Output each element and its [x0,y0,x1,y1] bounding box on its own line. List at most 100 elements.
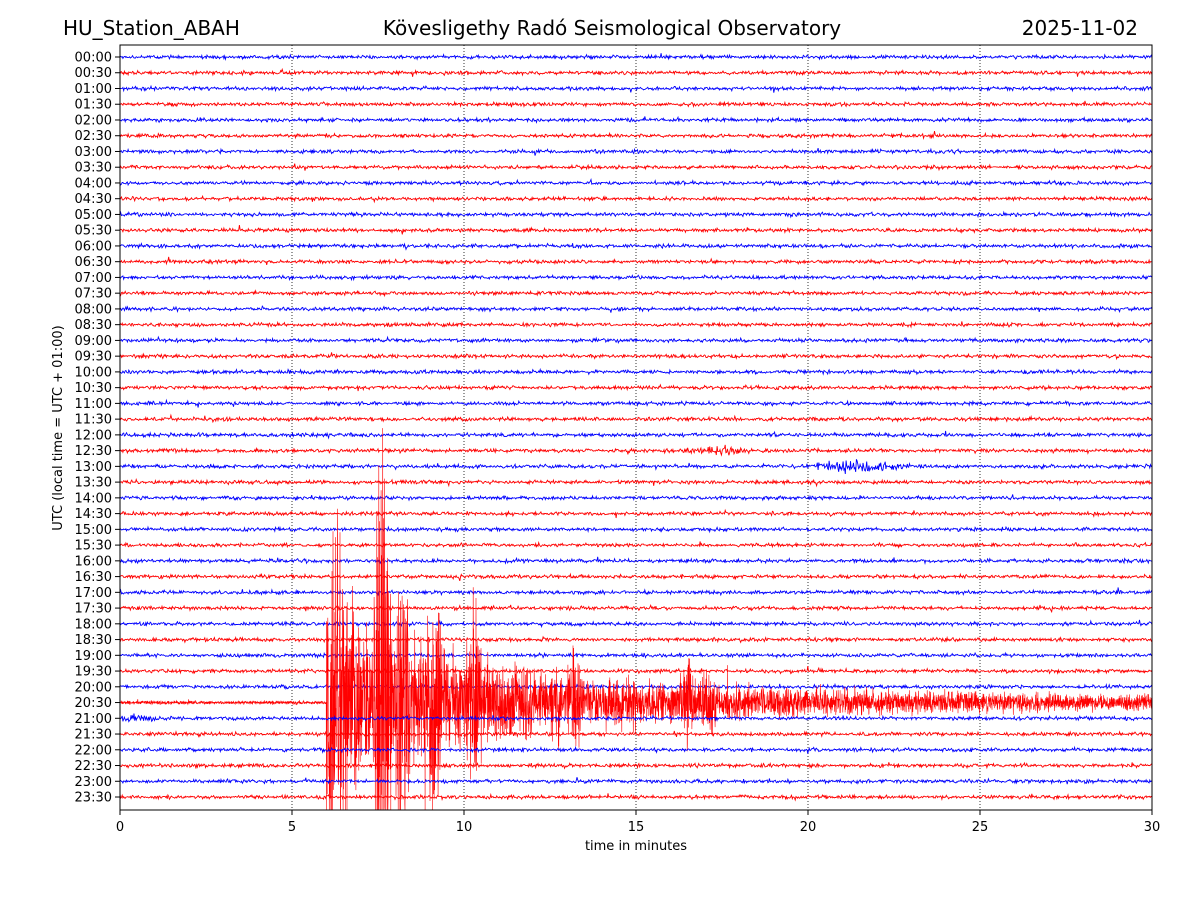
y-tick-label: 23:00 [75,775,112,790]
trace-0000 [120,53,1152,61]
trace-1200 [120,430,1152,440]
y-tick-label: 22:00 [75,743,112,758]
observatory-title: Kövesligethy Radó Seismological Observat… [383,16,841,40]
date-title: 2025-11-02 [1022,16,1138,40]
y-tick-label: 02:30 [75,129,112,144]
trace-0630 [120,256,1152,266]
y-tick-label: 21:00 [75,712,112,727]
trace-0830 [120,320,1152,329]
trace-1400 [120,494,1152,502]
y-tick-label: 06:30 [75,255,112,270]
trace-1800 [120,619,1152,629]
trace-1700 [120,587,1152,597]
y-tick-label: 09:00 [75,334,112,349]
trace-1900 [120,651,1152,659]
trace-2100 [120,713,1152,723]
x-tick-label: 30 [1144,820,1161,835]
x-tick-label: 10 [456,820,473,835]
y-tick-label: 00:00 [75,51,112,66]
y-tick-label: 18:00 [75,617,112,632]
y-tick-label: 02:00 [75,113,112,128]
trace-1830 [120,635,1152,644]
y-tick-label: 15:00 [75,523,112,538]
y-tick-label: 11:00 [75,397,112,412]
x-axis: 0 5 10 15 20 25 30 [116,810,1160,835]
trace-0900 [120,335,1152,344]
x-tick-label: 0 [116,820,124,835]
trace-0530 [120,225,1152,235]
trace-0230 [120,131,1152,140]
trace-0430 [120,194,1152,204]
y-tick-label: 20:00 [75,680,112,695]
y-tick-label: 04:00 [75,176,112,191]
x-tick-label: 25 [972,820,989,835]
y-tick-label: 08:00 [75,302,112,317]
y-tick-label: 12:00 [75,428,112,443]
y-tick-label: 11:30 [75,413,112,428]
trace-2300 [120,777,1152,785]
trace-1300 [120,459,1152,475]
y-tick-label: 07:30 [75,287,112,302]
trace-0930 [120,352,1152,361]
y-tick-label: 13:00 [75,460,112,475]
y-tick-label: 16:00 [75,554,112,569]
y-tick-label: 00:30 [75,66,112,81]
trace-0600 [120,242,1152,251]
y-tick-label: 17:30 [75,602,112,617]
y-tick-label: 17:00 [75,586,112,601]
x-axis-label: time in minutes [585,839,687,854]
y-tick-label: 01:30 [75,98,112,113]
trace-0200 [120,115,1152,124]
trace-0330 [120,163,1152,172]
y-tick-label: 15:30 [75,539,112,554]
y-tick-label: 14:30 [75,507,112,522]
y-tick-label: 23:30 [75,791,112,806]
y-tick-label: 19:00 [75,649,112,664]
trace-1330 [120,478,1152,488]
y-tick-label: 14:00 [75,491,112,506]
trace-1530 [120,540,1152,549]
trace-1130 [120,413,1152,424]
trace-0700 [120,273,1152,282]
trace-2130 [120,730,1152,738]
y-tick-label: 16:30 [75,570,112,585]
trace-2230 [120,761,1152,770]
trace-0100 [120,84,1152,93]
y-tick-label: 10:30 [75,381,112,396]
trace-0130 [120,100,1152,109]
x-tick-label: 5 [288,820,296,835]
trace-1500 [120,525,1152,534]
y-tick-label: 03:00 [75,145,112,160]
trace-1430 [120,508,1152,519]
y-tick-label: 18:30 [75,633,112,648]
trace-2200 [120,745,1152,754]
traces [120,53,1152,810]
station-title: HU_Station_ABAH [63,16,240,40]
x-tick-label: 15 [628,820,645,835]
x-tick-label: 20 [800,820,817,835]
y-tick-label: 13:30 [75,476,112,491]
y-tick-label: 08:30 [75,318,112,333]
y-tick-label: 22:30 [75,759,112,774]
y-tick-label: 06:00 [75,239,112,254]
y-tick-label: 21:30 [75,728,112,743]
trace-0800 [120,305,1152,314]
trace-1030 [120,383,1152,392]
trace-1930 [120,666,1152,675]
trace-2330 [120,792,1152,802]
trace-1730 [120,603,1152,614]
trace-1000 [120,367,1152,376]
y-tick-label: 10:00 [75,365,112,380]
trace-0030 [120,67,1152,77]
y-tick-label: 12:30 [75,444,112,459]
y-tick-label: 07:00 [75,271,112,286]
trace-2030 [120,428,1152,810]
trace-1100 [120,398,1152,408]
trace-0300 [120,147,1152,156]
y-tick-label: 09:30 [75,350,112,365]
trace-0400 [120,177,1152,187]
y-axis: 00:0000:3001:0001:3002:0002:3003:0003:30… [75,51,120,806]
y-tick-label: 03:30 [75,161,112,176]
trace-1630 [120,572,1152,582]
